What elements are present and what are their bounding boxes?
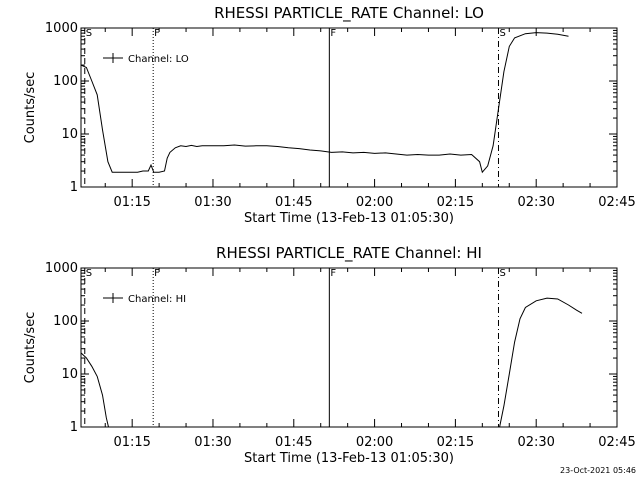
generation-timestamp: 23-Oct-2021 05:46 [560,466,636,475]
chart-1-plot-frame [80,267,618,428]
chart-1-y-tick-label: 10 [61,367,78,382]
chart-1-y-tick-label: 100 [53,314,78,329]
chart-1-y-tick-label: 1 [70,420,78,435]
chart-1-series-line-0 [80,352,109,428]
chart-1-marker-label-f-end: F [330,268,336,279]
chart-0-marker-label-f-end: F [330,28,336,39]
chart-1-legend-label: Channel: HI [128,294,186,305]
chart-0-marker-label-s-start: S [86,28,92,39]
chart-0-marker-label-f-start: F [154,28,160,39]
chart-1-y-axis-label: Counts/sec [23,312,38,384]
chart-0-x-tick-label: 01:45 [275,195,312,210]
chart-1-marker-label-f-start: F [154,268,160,279]
chart-1-x-tick-label: 02:00 [356,435,393,450]
chart-1-x-tick-label: 01:30 [194,435,231,450]
lo-channel-panel: RHESSI PARTICLE_RATE Channel: LO 1 10 100 10… [23,4,636,226]
chart-0-y-tick-label: 1 [70,180,78,195]
chart-1-x-tick-label: 02:15 [437,435,474,450]
chart-0-legend-label: Channel: LO [128,54,189,65]
chart-1-x-tick-label: 01:15 [113,435,150,450]
chart-0-y-tick-label: 100 [53,74,78,89]
chart-0-x-tick-label: 01:15 [113,195,150,210]
chart-0-series-line-0 [80,32,569,174]
chart-1-x-tick-label: 01:45 [275,435,312,450]
chart-1-marker-label-s-start: S [86,268,92,279]
chart-1-y-tick-label: 1000 [45,261,78,276]
chart-1-x-axis-label: Start Time (13-Feb-13 01:05:30) [244,451,454,466]
chart-0-y-tick-label: 1000 [45,21,78,36]
chart-1-marker-label-s-end: S [499,268,505,279]
chart-0-x-tick-label: 02:30 [517,195,554,210]
chart-0-marker-label-s-end: S [499,28,505,39]
chart-1-x-tick-label: 02:30 [517,435,554,450]
chart-0-y-axis-label: Counts/sec [23,72,38,144]
chart-1-x-tick-label: 02:45 [598,435,635,450]
chart-1-series-line-1 [499,297,583,428]
chart-0-x-tick-label: 02:00 [356,195,393,210]
chart-0-x-tick-label: 01:30 [194,195,231,210]
chart-0-x-tick-label: 02:45 [598,195,635,210]
chart-1-title: RHESSI PARTICLE_RATE Channel: HI [216,244,482,263]
chart-0-x-tick-label: 02:15 [437,195,474,210]
hi-channel-panel: RHESSI PARTICLE_RATE Channel: HI 1 10 100 10… [23,244,636,466]
chart-0-y-tick-label: 10 [61,127,78,142]
chart-0-title: RHESSI PARTICLE_RATE Channel: LO [214,4,484,23]
chart-0-x-axis-label: Start Time (13-Feb-13 01:05:30) [244,211,454,226]
chart-0-plot-frame [80,27,618,188]
